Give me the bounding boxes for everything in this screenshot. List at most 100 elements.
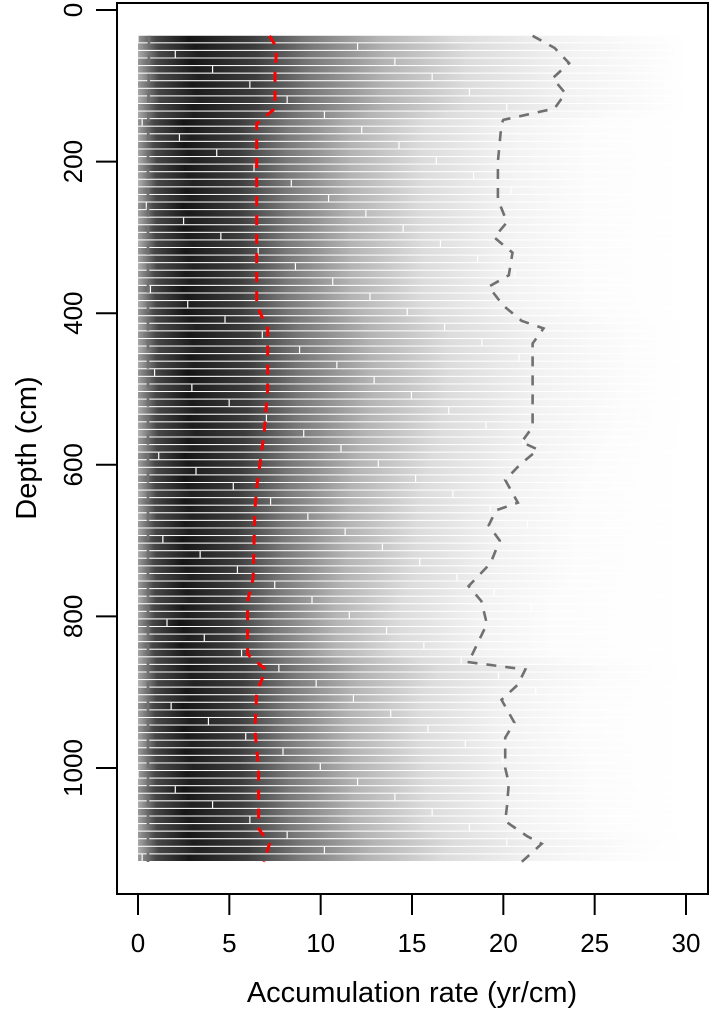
y-tick-label: 400 xyxy=(58,292,88,335)
depth-slice-band xyxy=(138,528,686,536)
depth-slice-band xyxy=(138,407,686,414)
depth-slice-band xyxy=(138,831,686,839)
depth-slice-band xyxy=(138,126,686,134)
depth-slice-band xyxy=(138,755,686,763)
depth-slice-band xyxy=(138,543,686,551)
depth-slice-band xyxy=(138,824,686,831)
depth-slice-band xyxy=(138,786,686,793)
depth-slice-band xyxy=(138,793,686,801)
depth-slice-band xyxy=(138,187,686,194)
mean-line xyxy=(246,35,279,863)
depth-slice-band xyxy=(138,520,686,528)
depth-slice-band xyxy=(138,498,686,505)
depth-slice-band xyxy=(138,778,686,786)
depth-slice-band xyxy=(138,232,686,240)
depth-slice-band xyxy=(138,771,686,778)
depth-slice-band xyxy=(138,134,686,141)
depth-slice-band xyxy=(138,467,686,475)
depth-slice-band xyxy=(138,695,686,702)
depth-slice-band xyxy=(138,43,686,50)
depth-slice-band xyxy=(138,248,686,255)
depth-slice-band xyxy=(138,73,686,81)
depth-slice-band xyxy=(138,429,686,437)
summary-curves xyxy=(146,34,571,863)
x-tick-label: 20 xyxy=(489,928,518,958)
depth-slice-band xyxy=(138,217,686,225)
depth-slice-band xyxy=(138,490,686,498)
density-bands xyxy=(137,35,686,862)
depth-slice-band xyxy=(138,301,686,308)
depth-slice-band xyxy=(138,225,686,232)
depth-slice-band xyxy=(138,50,686,58)
x-tick-label: 0 xyxy=(131,928,145,958)
depth-slice-band xyxy=(138,513,686,520)
depth-slice-band xyxy=(138,414,686,422)
depth-slice-band xyxy=(138,285,686,293)
y-tick-label: 200 xyxy=(58,140,88,183)
x-axis-title: Accumulation rate (yr/cm) xyxy=(247,977,577,1009)
depth-slice-band xyxy=(138,839,686,846)
depth-slice-band xyxy=(138,179,686,187)
depth-slice-band xyxy=(138,210,686,217)
depth-slice-band xyxy=(138,634,686,642)
depth-slice-band xyxy=(138,172,686,179)
depth-slice-band xyxy=(138,551,686,558)
depth-slice-band xyxy=(138,149,686,157)
x-tick-label: 30 xyxy=(672,928,701,958)
depth-slice-band xyxy=(138,816,686,824)
depth-slice-band xyxy=(138,672,686,680)
y-tick-label: 0 xyxy=(58,3,88,17)
depth-slice-band xyxy=(138,589,686,596)
depth-slice-band xyxy=(138,316,686,323)
depth-slice-band xyxy=(138,642,686,649)
depth-slice-band xyxy=(138,505,686,513)
y-tick-label: 600 xyxy=(58,443,88,486)
depth-slice-band xyxy=(138,687,686,695)
depth-slice-band xyxy=(138,384,686,392)
depth-slice-band xyxy=(138,263,686,270)
depth-slice-band xyxy=(138,733,686,740)
depth-slice-band xyxy=(138,331,686,338)
depth-slice-band xyxy=(138,270,686,278)
depth-slice-band xyxy=(138,399,686,407)
depth-slice-band xyxy=(138,323,686,331)
depth-slice-band xyxy=(138,346,686,354)
depth-slice-band xyxy=(138,763,686,771)
depth-slice-band xyxy=(138,854,686,861)
depth-slice-band xyxy=(138,558,686,566)
depth-slice-band xyxy=(138,846,686,854)
depth-slice-band xyxy=(138,710,686,717)
x-axis: 0 5 10 15 20 25 30 xyxy=(131,894,701,958)
depth-slice-band xyxy=(138,369,686,376)
depth-slice-band xyxy=(138,680,686,687)
depth-slice-band xyxy=(138,255,686,263)
depth-slice-band xyxy=(138,422,686,429)
depth-slice-band xyxy=(138,596,686,604)
depth-slice-band xyxy=(138,445,686,452)
depth-slice-band xyxy=(138,35,686,43)
x-tick-label: 25 xyxy=(580,928,609,958)
depth-slice-band xyxy=(138,748,686,755)
depth-slice-band xyxy=(138,376,686,384)
depth-slice-band xyxy=(138,452,686,460)
depth-slice-band xyxy=(138,437,686,445)
depth-slice-band xyxy=(138,338,686,346)
depth-slice-band xyxy=(138,702,686,710)
depth-slice-band xyxy=(138,482,686,490)
depth-slice-band xyxy=(138,157,686,164)
depth-slice-band xyxy=(138,725,686,733)
depth-slice-band xyxy=(138,194,686,202)
depth-slice-band xyxy=(138,649,686,657)
depth-slice-band xyxy=(138,202,686,210)
depth-slice-band xyxy=(138,361,686,369)
depth-slice-band xyxy=(138,581,686,589)
depth-slice-band xyxy=(138,119,686,126)
depth-slice-band xyxy=(138,717,686,725)
depth-slice-band xyxy=(138,111,686,119)
depth-slice-band xyxy=(138,460,686,467)
x-tick-label: 15 xyxy=(398,928,427,958)
depth-slice-band xyxy=(138,657,686,664)
depth-slice-band xyxy=(138,566,686,573)
depth-slice-band xyxy=(138,611,686,619)
depth-slice-band xyxy=(138,619,686,627)
